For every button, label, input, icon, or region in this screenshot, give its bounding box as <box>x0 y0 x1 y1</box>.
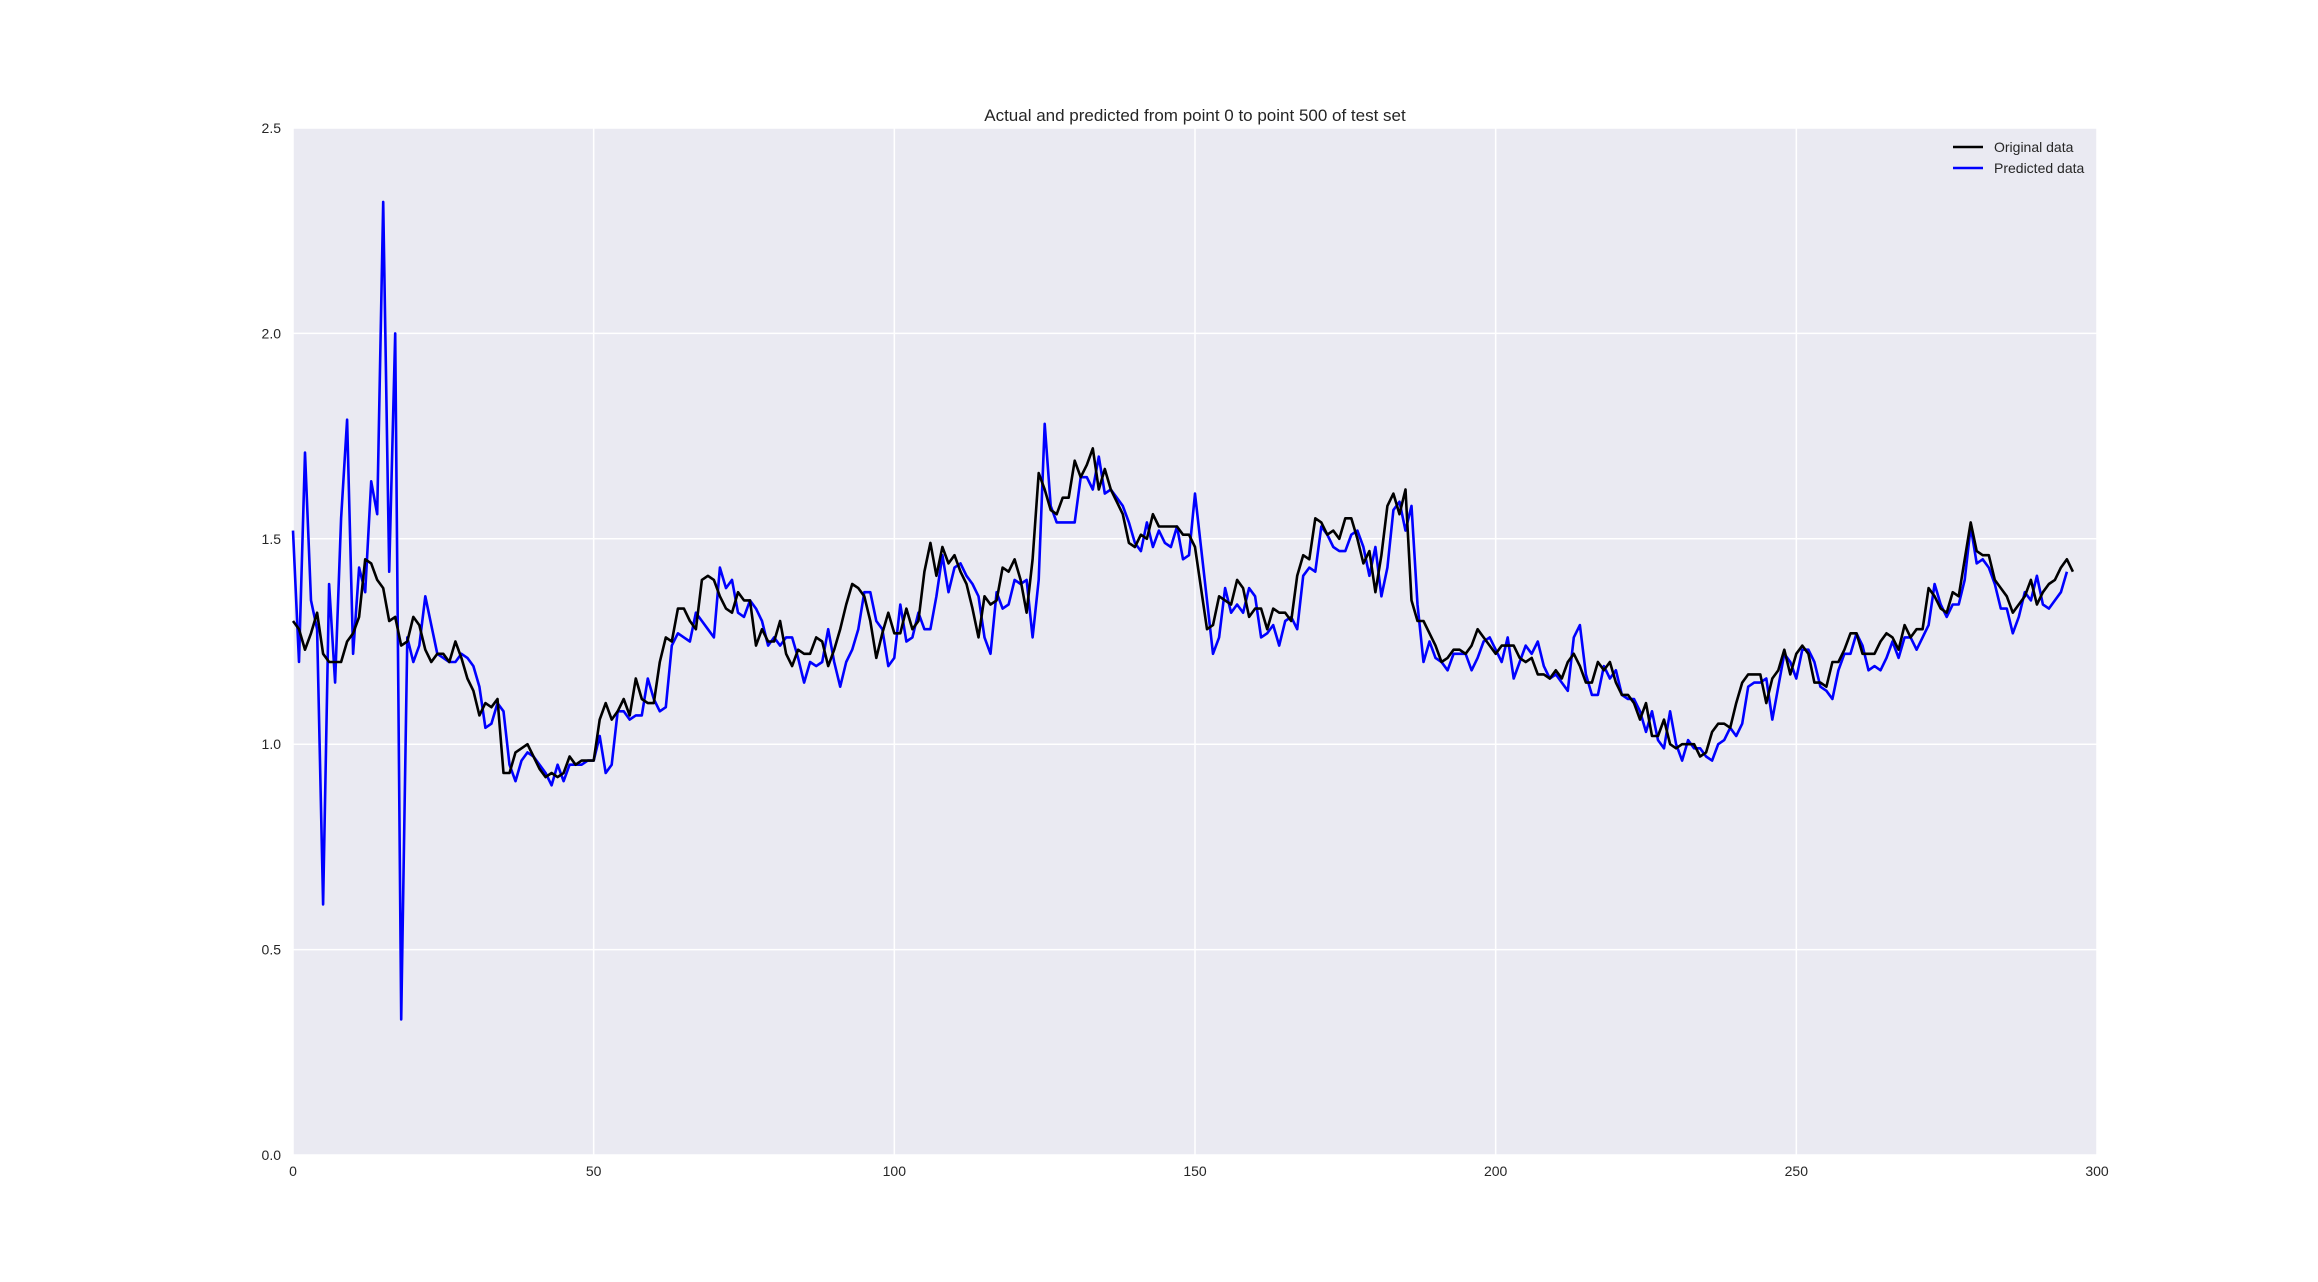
series-line-original-data <box>291 447 2075 779</box>
y-axis-ticks: 0.0 0.5 1.0 1.5 2.0 2.5 <box>262 120 282 1163</box>
legend: Original data Predicted data <box>1953 139 2084 176</box>
y-tick-label: 2.5 <box>262 120 282 136</box>
y-tick-label: 1.0 <box>262 736 282 752</box>
y-tick-label: 0.5 <box>262 942 282 958</box>
x-tick-label: 100 <box>883 1163 907 1179</box>
legend-label: Predicted data <box>1994 160 2084 176</box>
x-tick-label: 50 <box>586 1163 602 1179</box>
y-tick-label: 0.0 <box>262 1147 282 1163</box>
x-tick-label: 250 <box>1785 1163 1809 1179</box>
x-tick-label: 0 <box>289 1163 297 1179</box>
series-lines <box>291 200 2075 1021</box>
y-tick-label: 1.5 <box>262 531 282 547</box>
x-axis-ticks: 0 50 100 150 200 250 300 <box>289 1163 2109 1179</box>
x-tick-label: 150 <box>1183 1163 1207 1179</box>
x-tick-label: 300 <box>2085 1163 2109 1179</box>
y-tick-label: 2.0 <box>262 325 282 341</box>
legend-label: Original data <box>1994 139 2074 155</box>
chart-title: Actual and predicted from point 0 to poi… <box>984 106 1406 125</box>
x-tick-label: 200 <box>1484 1163 1508 1179</box>
gridlines <box>292 127 2098 1156</box>
